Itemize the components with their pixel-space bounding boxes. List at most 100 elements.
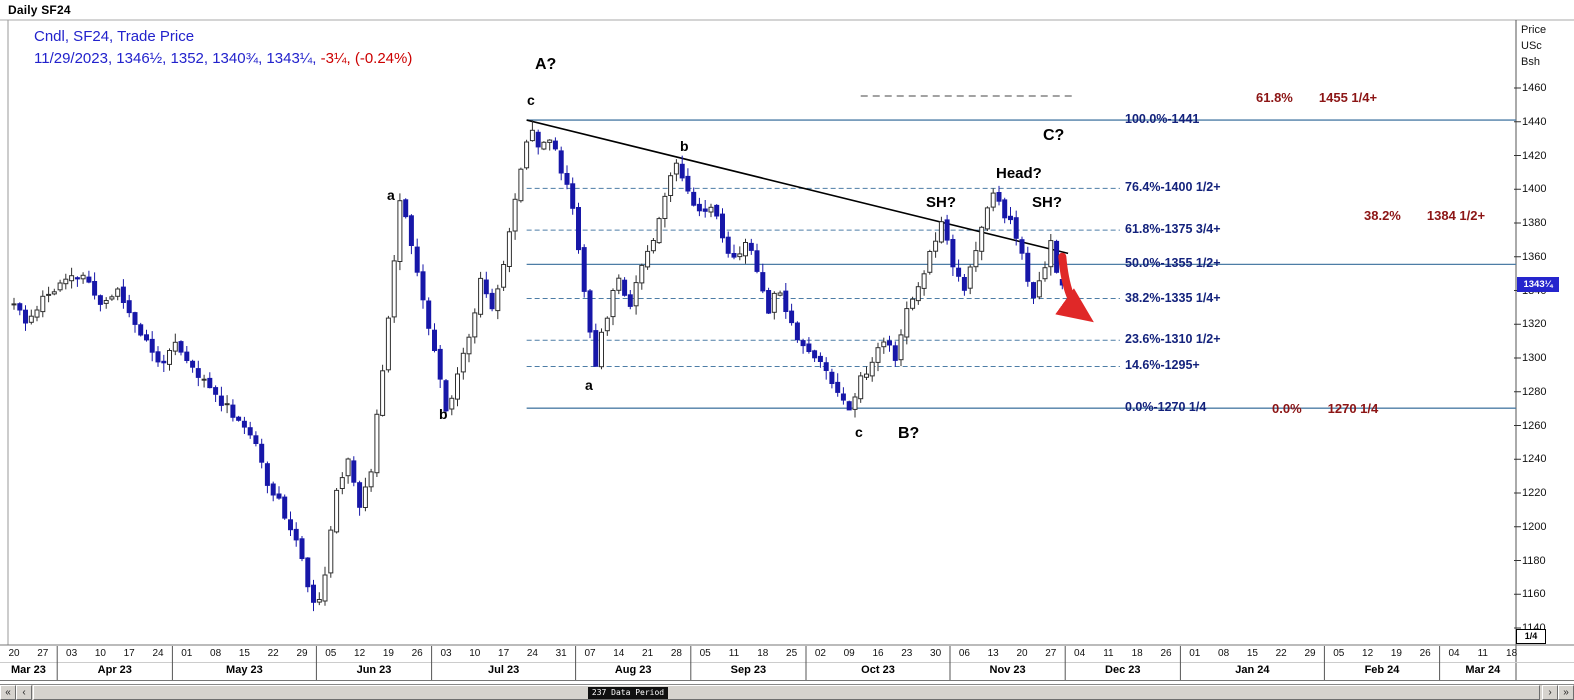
candle <box>702 208 708 212</box>
candle <box>46 293 52 296</box>
candle <box>673 162 679 175</box>
candle <box>483 279 489 295</box>
candle <box>362 486 368 508</box>
last-price-badge: 1343¼ <box>1517 277 1559 292</box>
candle <box>282 496 288 519</box>
candle <box>236 416 242 421</box>
candle <box>351 460 357 483</box>
candle <box>184 351 190 362</box>
candle <box>339 477 345 490</box>
candle <box>921 273 927 289</box>
tick-size-box: 1/4 <box>1516 629 1546 644</box>
candle <box>144 334 149 341</box>
axis-unit-usc: USc <box>1521 40 1542 52</box>
candle <box>276 493 282 499</box>
candle <box>898 334 904 361</box>
candle <box>40 295 46 313</box>
legend-ohlc-line: 11/29/2023, 1346½, 1352, 1340¾, 1343¼, -… <box>34 50 413 67</box>
horizontal-scrollbar[interactable]: « ‹ 237 Data Period › » <box>0 684 1574 700</box>
candle <box>812 350 818 359</box>
candle <box>368 471 374 488</box>
candle <box>984 207 990 230</box>
candle <box>120 286 126 304</box>
candle <box>599 331 604 368</box>
candle <box>512 198 518 232</box>
scroll-far-left-button[interactable]: « <box>0 685 16 700</box>
candle <box>938 221 944 243</box>
candle <box>794 322 800 341</box>
candle <box>829 371 835 384</box>
candle <box>731 253 737 258</box>
data-period-label: 237 Data Period <box>588 687 668 699</box>
candle <box>264 463 270 486</box>
candle <box>51 291 57 295</box>
candle <box>69 275 75 282</box>
candle <box>760 272 766 292</box>
candle <box>449 397 455 410</box>
candle <box>92 281 98 296</box>
legend-series-line: Cndl, SF24, Trade Price <box>34 28 195 45</box>
candle <box>1042 267 1048 280</box>
candle <box>138 324 144 336</box>
candle <box>432 329 437 352</box>
candle <box>201 378 207 381</box>
candle <box>933 240 939 252</box>
scroll-far-right-button[interactable]: » <box>1558 685 1574 700</box>
candle <box>328 529 334 574</box>
candle <box>771 292 777 313</box>
candle <box>1019 239 1025 254</box>
candle <box>961 277 967 291</box>
candle <box>455 373 460 400</box>
candle <box>334 489 340 533</box>
scrollbar-thumb[interactable] <box>33 685 1540 700</box>
candle <box>322 574 328 602</box>
candle <box>691 191 697 206</box>
candle <box>311 584 316 603</box>
candle <box>230 404 236 418</box>
candle <box>495 288 501 312</box>
candle <box>806 343 812 352</box>
candle <box>426 300 432 329</box>
candle <box>558 150 564 174</box>
candle <box>748 242 754 251</box>
candle <box>869 361 875 377</box>
axis-unit-price: Price <box>1521 24 1547 36</box>
candle <box>887 340 892 346</box>
candle <box>616 277 622 291</box>
candle <box>380 370 386 416</box>
candle <box>622 279 628 296</box>
candle <box>357 482 363 508</box>
candle <box>737 253 743 258</box>
candle <box>218 395 224 406</box>
candle <box>207 377 213 389</box>
candle <box>155 351 161 363</box>
candle <box>397 200 403 262</box>
candle <box>627 294 633 307</box>
candle <box>57 282 63 291</box>
candle <box>345 458 351 477</box>
candle <box>858 375 864 400</box>
candle <box>103 300 109 304</box>
scroll-right-button[interactable]: › <box>1542 685 1558 700</box>
candle <box>259 443 265 463</box>
candle <box>161 360 167 364</box>
candle <box>126 300 132 314</box>
candle <box>662 195 668 219</box>
candle <box>132 312 138 325</box>
candle <box>501 264 507 288</box>
candle <box>241 420 247 428</box>
candle <box>817 355 823 362</box>
candle <box>656 218 662 244</box>
candle <box>679 163 685 179</box>
candle <box>979 226 985 252</box>
candle <box>97 295 103 305</box>
candle <box>535 131 541 148</box>
candle <box>581 247 587 292</box>
scroll-left-button[interactable]: ‹ <box>16 685 32 700</box>
candle <box>1054 240 1060 273</box>
candle <box>11 303 17 306</box>
candle <box>564 173 570 185</box>
window-title: Daily SF24 <box>8 3 71 17</box>
